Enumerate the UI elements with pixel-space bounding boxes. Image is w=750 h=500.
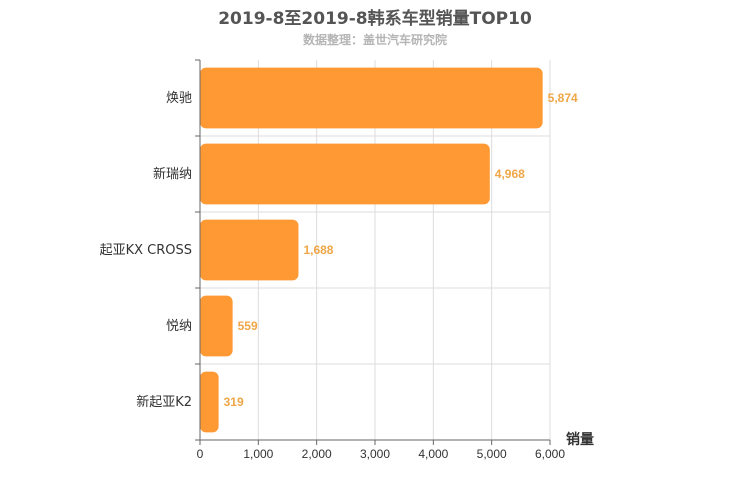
category-label: 起亚KX CROSS [100,243,192,258]
x-tick-label: 5,000 [477,447,507,461]
bar [200,295,233,357]
bar [200,371,219,433]
value-label: 4,968 [495,167,525,181]
x-tick-label: 3,000 [360,447,390,461]
x-tick-label: 2,000 [302,447,332,461]
x-tick-label: 6,000 [535,447,565,461]
chart-subtitle: 数据整理：盖世汽车研究院 [302,33,447,47]
bar [200,67,543,129]
x-tick-label: 1,000 [243,447,273,461]
bar-series [200,67,543,433]
value-label: 319 [224,395,244,409]
category-label: 新瑞纳 [153,166,192,182]
bar [200,219,299,281]
labels: 5,874 焕驰 4,968 新瑞纳 1,688 起亚KX CROSS 559 悦纳 319 新起… [100,91,578,461]
bar [200,143,490,205]
category-label: 悦纳 [166,319,192,334]
category-label: 新起亚K2 [136,394,192,410]
value-label: 559 [238,319,258,333]
category-label: 焕驰 [166,91,192,106]
value-label: 5,874 [548,91,578,105]
value-label: 1,688 [303,243,333,257]
x-axis-title: 销量 [566,431,594,448]
x-tick-label: 0 [197,447,204,461]
chart-title: 2019-8至2019-8韩系车型销量TOP10 [218,9,532,29]
axes [195,59,551,445]
x-tick-label: 4,000 [418,447,448,461]
